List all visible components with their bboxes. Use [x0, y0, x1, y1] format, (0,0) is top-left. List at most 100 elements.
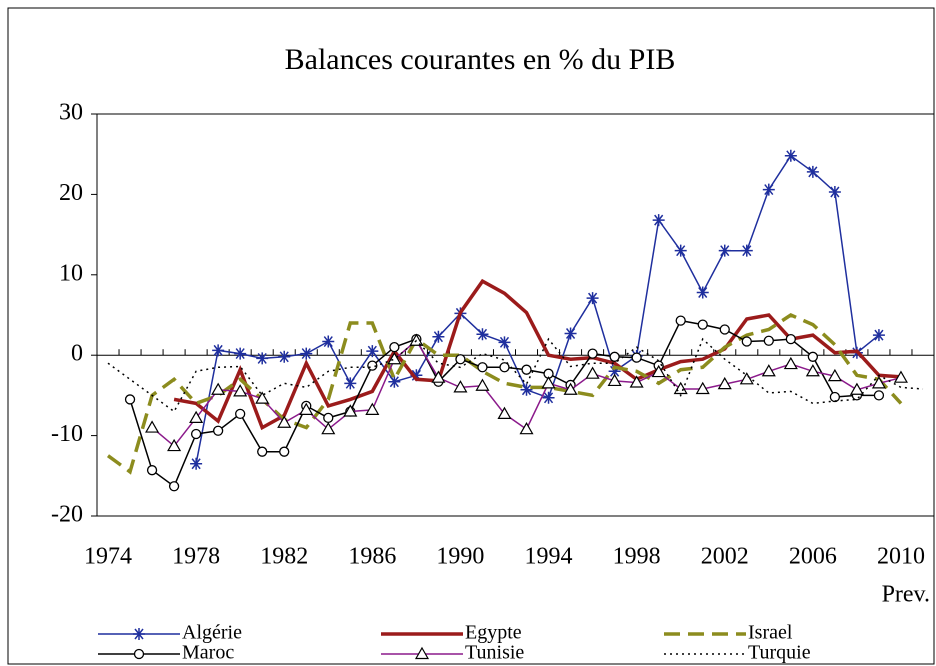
marker-star [498, 336, 511, 349]
x-tick-label: 1990 [436, 544, 484, 570]
marker-triangle [783, 356, 798, 370]
marker-star [322, 335, 335, 348]
marker-circle [168, 481, 180, 492]
marker-circle [257, 446, 268, 457]
marker-star [806, 165, 819, 178]
marker-triangle [211, 382, 226, 395]
marker-triangle [145, 420, 160, 433]
marker-triangle [519, 421, 534, 435]
legend-label: Algérie [182, 622, 242, 644]
legend-label: Egypte [465, 622, 522, 644]
y-tick-label: -20 [51, 502, 83, 528]
plot-area [96, 113, 935, 517]
marker-triangle [475, 378, 490, 391]
x-tick-label: 1994 [525, 544, 573, 570]
marker-triangle [541, 376, 556, 389]
marker-star [432, 330, 445, 343]
marker-triangle [827, 368, 842, 382]
marker-circle [499, 362, 510, 373]
legend-label: Turquie [748, 642, 811, 664]
marker-triangle [849, 382, 864, 395]
marker-circle [124, 394, 136, 405]
y-tick-label: 0 [71, 341, 83, 367]
marker-circle [719, 324, 730, 335]
marker-circle [587, 348, 598, 359]
marker-triangle [365, 402, 380, 415]
marker-star [784, 149, 797, 162]
marker-triangle [563, 382, 578, 395]
marker-star [344, 377, 357, 390]
marker-star [212, 344, 225, 357]
marker-star [278, 350, 291, 363]
x-tick-label: 1998 [613, 544, 661, 570]
marker-star [476, 328, 489, 341]
marker-star [762, 183, 775, 196]
marker-star [674, 244, 687, 257]
marker-star [520, 383, 533, 396]
legend-label: Tunisie [465, 642, 524, 664]
x-tick-label: 1986 [348, 544, 396, 570]
marker-triangle [739, 372, 754, 385]
marker-circle [455, 354, 466, 365]
marker-circle [190, 428, 202, 440]
legend-label: Maroc [182, 642, 234, 664]
marker-triangle [343, 404, 358, 417]
marker-triangle [167, 438, 182, 452]
x-tick-label: 1978 [172, 544, 220, 570]
marker-star [828, 185, 841, 198]
marker-circle [763, 335, 774, 346]
marker-circle [697, 319, 708, 330]
marker-circle [389, 342, 400, 353]
marker-triangle [893, 370, 908, 383]
marker-circle [631, 352, 642, 363]
marker-triangle [585, 366, 600, 379]
legend-label: Israel [748, 622, 793, 644]
marker-star [564, 327, 577, 340]
marker-star [133, 628, 145, 640]
marker-triangle [431, 370, 446, 383]
marker-circle [741, 336, 752, 347]
marker-triangle [717, 376, 732, 390]
x-tick-label: 2006 [789, 544, 837, 570]
marker-triangle [233, 384, 248, 397]
marker-triangle [805, 364, 820, 377]
x-tick-label: 2002 [701, 544, 749, 570]
y-tick-label: 10 [59, 260, 83, 286]
marker-triangle [321, 421, 336, 435]
marker-star [366, 345, 379, 358]
marker-circle [146, 465, 158, 476]
marker-triangle [255, 391, 270, 404]
marker-triangle [761, 364, 776, 377]
marker-triangle [387, 352, 402, 365]
marker-star [652, 214, 665, 227]
marker-triangle [871, 376, 886, 389]
marker-star [872, 329, 885, 342]
marker-triangle [651, 364, 666, 378]
marker-triangle [414, 646, 430, 660]
chart-title: Balances courantes en % du PIB [285, 43, 676, 76]
marker-circle [873, 390, 885, 401]
marker-triangle [299, 402, 314, 415]
marker-circle [675, 315, 686, 326]
marker-star [410, 369, 423, 382]
marker-star [718, 244, 731, 257]
marker-circle [785, 333, 796, 345]
marker-circle [212, 425, 224, 436]
series-line [173, 278, 902, 431]
marker-star [608, 365, 621, 378]
y-tick-label: -10 [51, 421, 83, 447]
marker-triangle [453, 380, 468, 393]
series-line [195, 154, 880, 464]
series-line [107, 337, 924, 413]
chart-frame [7, 7, 935, 665]
marker-circle [807, 351, 819, 362]
series-line [106, 313, 903, 475]
x-axis-note: Prev. [882, 582, 930, 608]
marker-star [300, 347, 313, 360]
marker-circle [477, 362, 488, 373]
marker-triangle [695, 381, 710, 395]
marker-star [586, 292, 599, 305]
marker-star [388, 375, 401, 388]
marker-star [234, 347, 247, 360]
